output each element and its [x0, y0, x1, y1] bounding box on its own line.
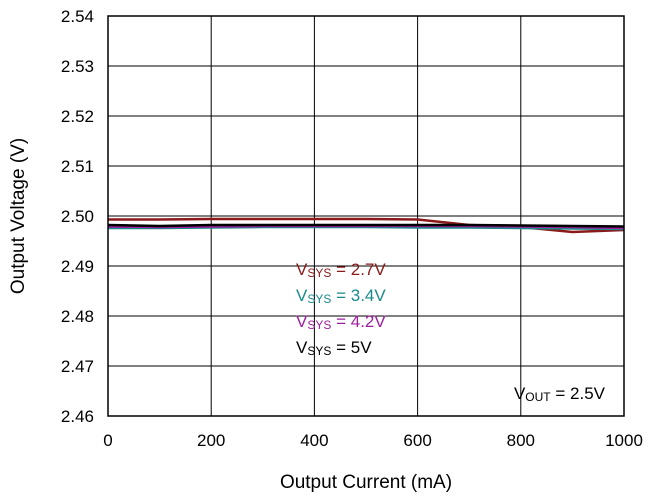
- y-tick-label: 2.51: [61, 157, 94, 176]
- y-tick-label: 2.49: [61, 257, 94, 276]
- x-tick-label: 0: [103, 431, 112, 450]
- x-tick-label: 400: [300, 431, 328, 450]
- y-axis-title: Output Voltage (V): [8, 138, 29, 294]
- y-tick-label: 2.53: [61, 57, 94, 76]
- x-tick-label: 800: [507, 431, 535, 450]
- x-tick-label: 200: [197, 431, 225, 450]
- y-tick-label: 2.54: [61, 7, 94, 26]
- y-tick-label: 2.52: [61, 107, 94, 126]
- y-tick-labels: 2.46 2.47 2.48 2.49 2.50 2.51 2.52 2.53 2.54: [61, 7, 94, 426]
- x-tick-label: 600: [403, 431, 431, 450]
- y-tick-label: 2.48: [61, 307, 94, 326]
- x-tick-label: 1000: [605, 431, 643, 450]
- x-tick-labels: 0 200 400 600 800 1000: [103, 431, 643, 450]
- x-axis-title: Output Current (mA): [280, 472, 452, 493]
- y-tick-label: 2.46: [61, 407, 94, 426]
- y-tick-label: 2.50: [61, 207, 94, 226]
- y-tick-label: 2.47: [61, 357, 94, 376]
